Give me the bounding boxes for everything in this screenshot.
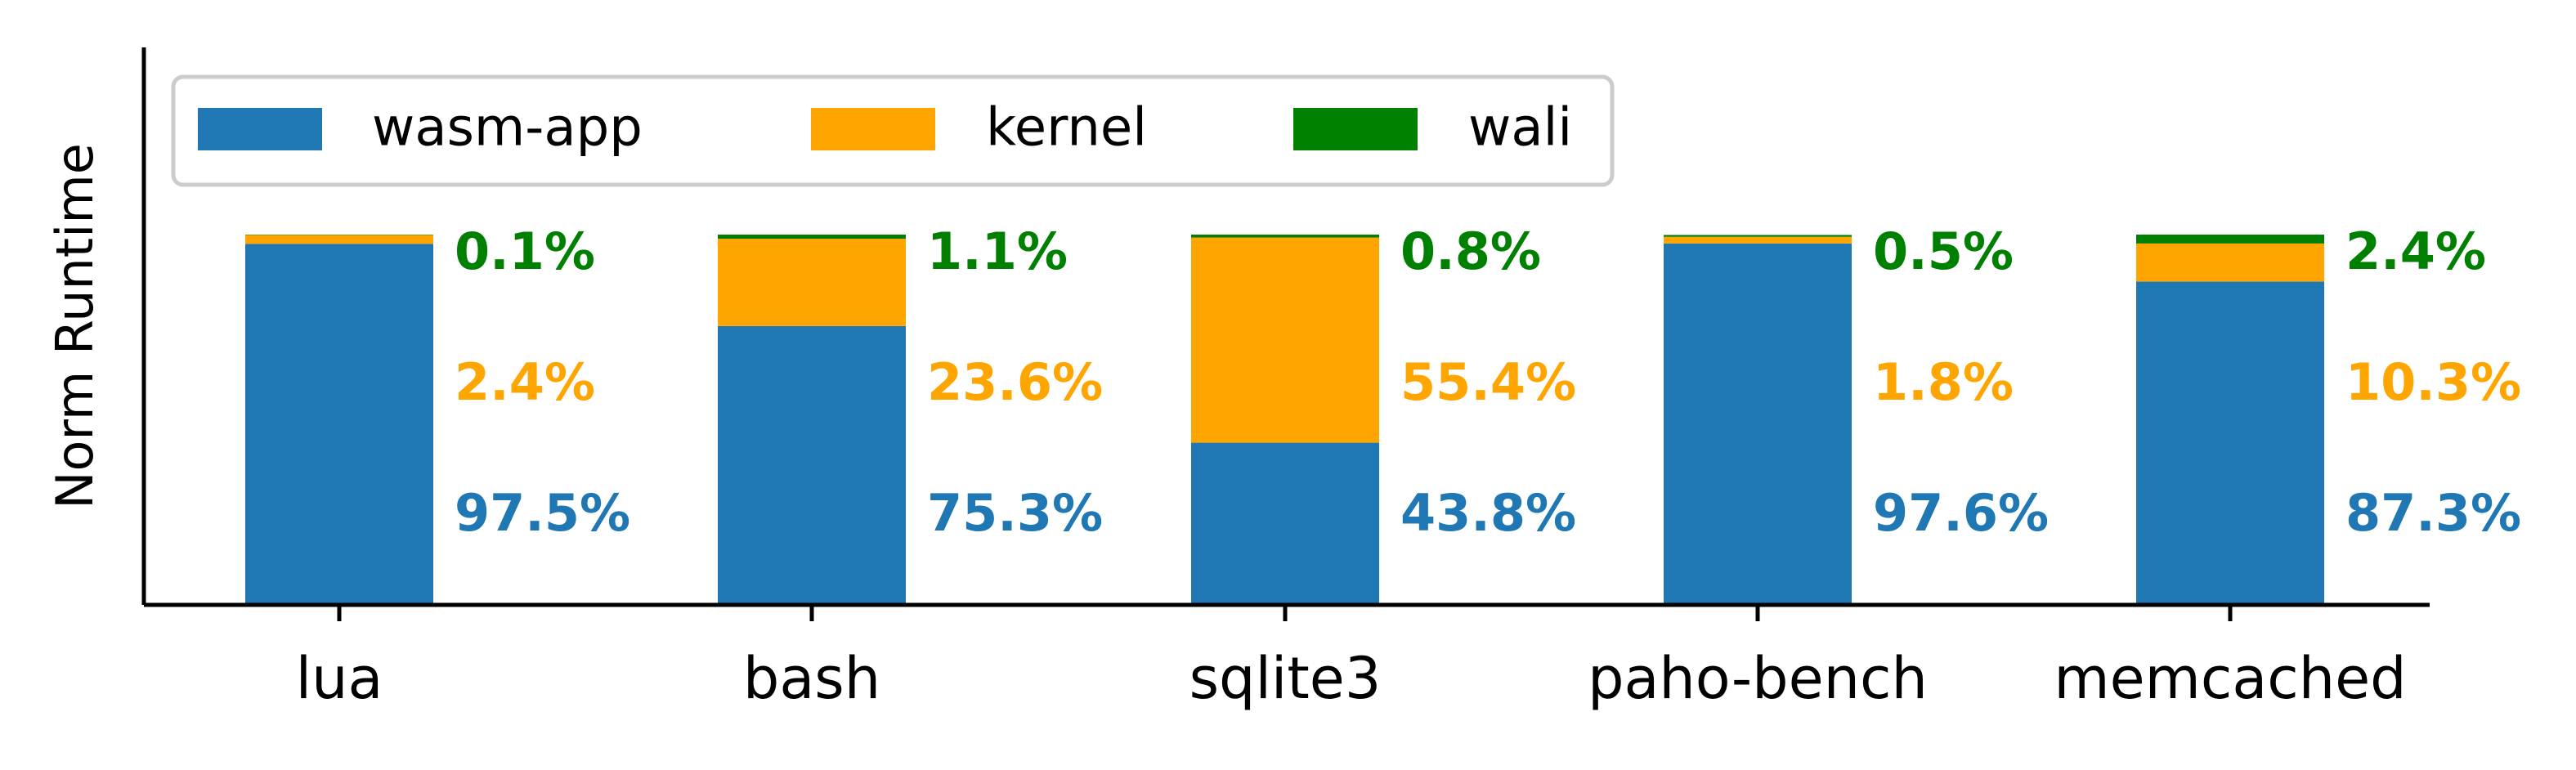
y-axis-title: Norm Runtime [45,143,105,509]
legend: wasm-app kernel wali [173,77,1612,185]
bar-segment-kernel-sqlite3 [1191,238,1379,443]
legend-swatch-wasm-app [198,108,322,150]
legend-swatch-kernel [811,108,935,150]
bar-segment-wasm-app-memcached [2136,282,2324,605]
value-label-wasm-app-memcached: 87.3% [2345,483,2521,543]
x-ticks-layer: lua bash sqlite3 paho-bench memcached [296,605,2407,712]
bar-segment-wasm-app-bash [718,326,906,605]
value-label-wali-sqlite3: 0.8% [1400,222,1541,281]
value-label-kernel-memcached: 10.3% [2345,352,2521,412]
bar-segment-wali-memcached [2136,235,2324,244]
x-tick-label-lua: lua [296,645,383,712]
bar-segment-wasm-app-lua [245,244,433,605]
value-label-kernel-lua: 2.4% [455,352,595,412]
x-tick-label-memcached: memcached [2054,645,2406,712]
value-label-wali-bash: 1.1% [927,222,1068,281]
bar-segment-kernel-lua [245,235,433,244]
legend-label-kernel: kernel [986,98,1147,159]
x-tick-label-bash: bash [743,645,880,712]
value-label-wasm-app-sqlite3: 43.8% [1400,483,1576,543]
bar-segment-wasm-app-sqlite3 [1191,443,1379,605]
value-label-kernel-bash: 23.6% [927,352,1103,412]
bars-layer [245,235,2324,605]
value-label-wasm-app-paho-bench: 97.6% [1873,483,2049,543]
bar-segment-wali-sqlite3 [1191,235,1379,238]
value-label-wali-paho-bench: 0.5% [1873,222,2014,281]
x-tick-label-paho-bench: paho-bench [1588,645,1928,712]
value-label-wasm-app-lua: 97.5% [455,483,630,543]
legend-label-wasm-app: wasm-app [372,98,643,159]
legend-swatch-wali [1293,108,1418,150]
bar-segment-kernel-bash [718,239,906,326]
value-label-kernel-paho-bench: 1.8% [1873,352,2014,412]
bar-segment-wasm-app-paho-bench [1664,244,1852,605]
bar-segment-wali-paho-bench [1664,235,1852,236]
value-label-wasm-app-bash: 75.3% [927,483,1103,543]
bar-segment-kernel-paho-bench [1664,237,1852,244]
x-tick-label-sqlite3: sqlite3 [1189,645,1382,712]
value-label-wali-memcached: 2.4% [2345,222,2486,281]
value-label-wali-lua: 0.1% [455,222,595,281]
value-label-kernel-sqlite3: 55.4% [1400,352,1576,412]
bar-segment-kernel-memcached [2136,244,2324,282]
legend-label-wali: wali [1468,98,1572,159]
bar-segment-wali-bash [718,235,906,239]
